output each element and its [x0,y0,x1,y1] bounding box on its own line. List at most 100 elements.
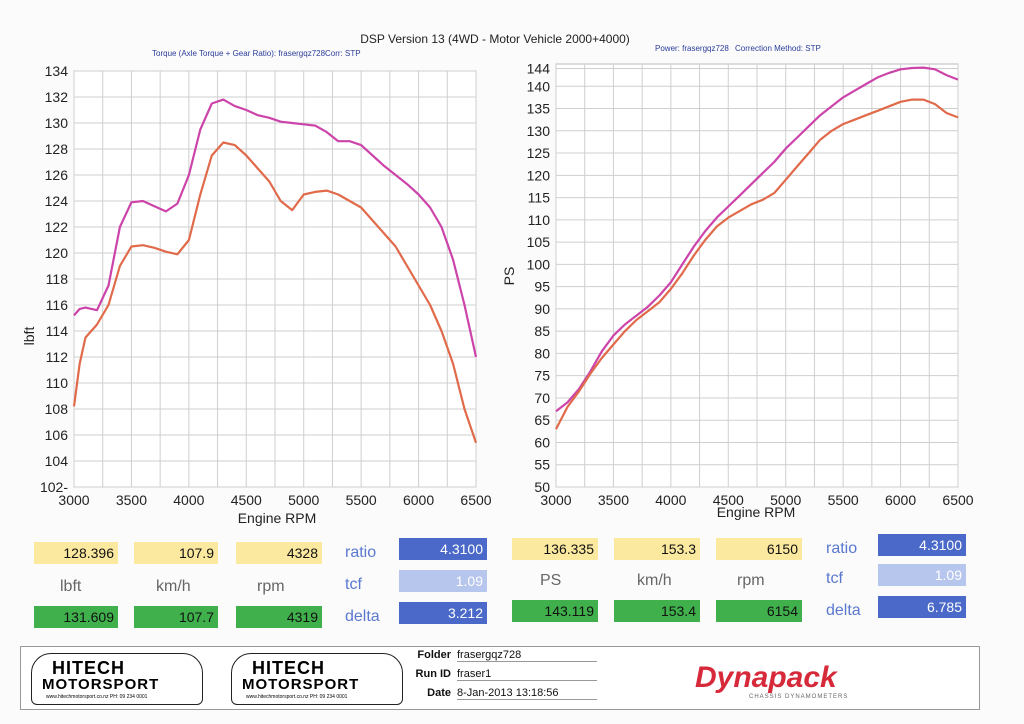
folder-value: frasergqz728 [457,649,597,662]
folder-row: Folder frasergqz728 [407,649,597,662]
power-ytick-label: 125 [527,145,551,161]
rpm-at-cursor-2: 6150 [716,538,802,560]
power-ytick-label: 140 [527,78,551,94]
power-xtick-label: 5500 [828,492,859,508]
torque-ytick-label: 114 [46,323,69,339]
power-ytick-label: 115 [528,190,551,206]
tcf-value-right: 1.09 [878,564,966,586]
power-series-line-2 [555,98,959,430]
power-ytick-label: 95 [534,279,550,295]
torque-ytick-label: 120 [45,245,69,261]
torque-series-line-1 [73,98,478,358]
power-max-value: 143.119 [512,600,598,622]
torque-xlabel: Engine RPM [238,510,317,526]
ratio-value-right: 4.3100 [878,534,966,556]
delta-value-right: 6.785 [878,596,966,618]
torque-ytick-label: 110 [46,375,69,391]
power-xtick-label: 4500 [713,492,744,508]
ratio-label-right: ratio [826,540,858,557]
hitech-logo-left: HITECH MOTORSPORT www.hitechmotorsport.c… [31,653,203,705]
power-ytick-label: 144 [527,60,551,76]
torque-ytick-label: 130 [45,115,69,131]
power-ytick-label: 130 [527,123,551,139]
power-xlabel: Engine RPM [717,504,796,520]
run-id-label: Run ID [415,668,451,680]
report-footer: HITECH MOTORSPORT www.hitechmotorsport.c… [20,646,980,710]
torque-ytick-label: 122 [45,219,69,235]
power-ytick-label: 70 [534,390,550,406]
speed-unit-label-left: km/h [156,578,191,595]
rpm-max-left: 4319 [236,606,322,628]
torque-xtick-label: 4500 [231,492,262,508]
ratio-value-left: 4.3100 [399,538,487,560]
speed-at-cursor-2: 153.3 [614,538,700,560]
speed-unit-label-right: km/h [637,572,672,589]
torque-subtitle: Torque (Axle Torque + Gear Ratio): frase… [152,49,326,58]
power-ytick-label: 85 [534,323,550,339]
logo-line2: MOTORSPORT [42,676,160,693]
torque-ytick-label: 124 [45,193,69,209]
torque-ytick-label: 128 [45,141,69,157]
power-ytick-label: 55 [534,457,550,473]
dynapack-sub: CHASSIS DYNAMOMETERS [749,694,848,700]
power-ytick-label: 75 [534,368,550,384]
torque-corr: Corr: STP [325,49,361,58]
power-unit-label: PS [540,572,562,589]
logo-line1: HITECH [252,658,325,678]
tcf-label-right: tcf [826,570,843,587]
date-row: Date 8-Jan-2013 13:18:56 [407,687,597,700]
logo-line1: HITECH [52,658,125,678]
torque-ytick-label: 102- [40,479,68,495]
torque-xtick-label: 4000 [173,492,204,508]
power-ytick-label: 120 [527,167,551,183]
rpm-at-cursor-1: 4328 [236,542,322,564]
power-ytick-label: 90 [534,301,550,317]
logo-small: www.hitechmotorsport.co.nz PH: 09 234 00… [246,694,348,700]
torque-xtick-label: 5500 [346,492,377,508]
power-chart: 144 140 135 130 125 120 115 110 105 100 95 90 85 80 75… [501,60,974,520]
power-at-cursor-1: 136.335 [512,538,598,560]
torque-xtick-label: 5000 [288,492,319,508]
power-xtick-label: 4000 [655,492,686,508]
date-label: Date [427,687,451,699]
torque-ytick-label: 112 [46,349,69,365]
torque-ytick-label: 118 [46,271,69,287]
power-ytick-label: 135 [527,101,551,117]
tcf-label-left: tcf [345,576,362,593]
power-xtick-label: 6500 [942,492,973,508]
power-ylabel: PS [501,267,517,286]
hitech-logo-right: HITECH MOTORSPORT www.hitechmotorsport.c… [231,653,403,705]
report-title: DSP Version 13 (4WD - Motor Vehicle 2000… [360,32,630,46]
torque-xtick-label: 6000 [403,492,434,508]
logo-small: www.hitechmotorsport.co.nz PH: 09 234 00… [46,694,148,700]
speed-max-left: 107.7 [134,606,218,628]
torque-ytick-label: 132 [45,89,69,105]
power-ytick-label: 105 [527,234,551,250]
torque-at-cursor-1: 128.396 [34,542,118,564]
power-xtick-label: 3000 [540,492,571,508]
power-ytick-label: 100 [527,256,551,272]
torque-unit-label: lbft [60,578,82,595]
torque-series-line-2 [72,141,478,444]
run-id-value: fraser1 [457,668,597,681]
torque-xtick-label: 3500 [116,492,147,508]
power-ytick-label: 110 [528,212,551,228]
power-corr: Correction Method: STP [735,44,821,53]
dynapack-logo: Dynapack CHASSIS DYNAMOMETERS [695,661,848,700]
power-xtick-label: 3500 [598,492,629,508]
ratio-label-left: ratio [345,544,377,561]
torque-ytick-label: 126 [45,167,69,183]
delta-value-left: 3.212 [399,602,487,624]
torque-max-value: 131.609 [34,606,118,628]
torque-xtick-label: 6500 [460,492,491,508]
power-ytick-label: 80 [534,345,550,361]
power-series-line-1 [555,66,959,413]
torque-ytick-label: 106 [45,427,69,443]
rpm-unit-label-left: rpm [257,578,285,595]
speed-at-cursor-1: 107.9 [134,542,218,564]
delta-label-left: delta [345,608,380,625]
tcf-value-left: 1.09 [399,570,487,592]
torque-ytick-label: 116 [46,297,69,313]
rpm-unit-label-right: rpm [737,572,765,589]
power-ytick-label: 65 [534,412,550,428]
